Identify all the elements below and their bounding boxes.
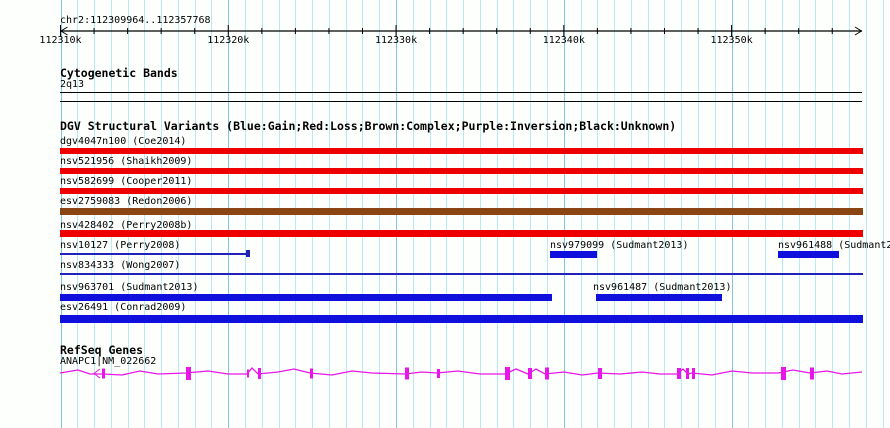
cytoband-section-title: Cytogenetic Bands bbox=[60, 66, 178, 80]
exon-box[interactable] bbox=[545, 367, 549, 380]
variant-label: nsv961488 (Sudmant2013) bbox=[778, 240, 890, 251]
exon-box[interactable] bbox=[186, 367, 191, 380]
gene-label: ANAPC1|NM_022662 bbox=[60, 356, 157, 367]
variant-label: nsv582699 (Cooper2011) bbox=[60, 176, 193, 187]
variant-label: nsv963701 (Sudmant2013) bbox=[60, 282, 199, 293]
variant-bar[interactable] bbox=[60, 230, 863, 237]
exon-box[interactable] bbox=[677, 368, 681, 379]
cytoband-label: 2q13 bbox=[60, 79, 85, 90]
gridline bbox=[865, 0, 867, 428]
variant-bar[interactable] bbox=[246, 250, 250, 257]
gene-glyph[interactable] bbox=[59, 367, 863, 380]
variant-bar[interactable] bbox=[60, 168, 863, 174]
variant-label: nsv979099 (Sudmant2013) bbox=[550, 240, 689, 251]
axis-tick-label: 112340k bbox=[542, 35, 585, 46]
exon-box[interactable] bbox=[810, 367, 814, 380]
variant-label: nsv428402 (Perry2008b) bbox=[60, 220, 193, 231]
exon-box[interactable] bbox=[781, 367, 786, 380]
refseq-section-title: RefSeq Genes bbox=[60, 343, 144, 357]
axis-tick-label: 112320k bbox=[207, 35, 250, 46]
exon-box[interactable] bbox=[102, 368, 105, 379]
variant-label: nsv521956 (Shaikh2009) bbox=[60, 156, 193, 167]
exon-box[interactable] bbox=[692, 368, 695, 379]
variant-bar[interactable] bbox=[550, 251, 597, 258]
exon-box[interactable] bbox=[437, 369, 440, 378]
exon-box[interactable] bbox=[310, 368, 313, 379]
variant-bar[interactable] bbox=[60, 315, 863, 323]
variant-bar[interactable] bbox=[60, 188, 863, 194]
exon-box[interactable] bbox=[258, 368, 261, 379]
variant-bar[interactable] bbox=[60, 148, 863, 154]
exon-box[interactable] bbox=[247, 369, 249, 378]
variant-label: dgv4047n100 (Coe2014) bbox=[60, 136, 187, 147]
variant-bar[interactable] bbox=[60, 253, 247, 255]
variant-bar[interactable] bbox=[60, 294, 552, 301]
variant-label: nsv834333 (Wong2007) bbox=[60, 260, 181, 271]
variant-bar[interactable] bbox=[60, 273, 863, 275]
axis-tick-label: 112350k bbox=[710, 35, 753, 46]
variant-label: esv2759083 (Redon2006) bbox=[60, 196, 193, 207]
exon-box[interactable] bbox=[686, 368, 689, 379]
variant-bar[interactable] bbox=[778, 251, 839, 258]
region-label: chr2:112309964..112357768 bbox=[60, 15, 211, 26]
exon-box[interactable] bbox=[528, 368, 532, 379]
variant-label: nsv961487 (Sudmant2013) bbox=[593, 282, 732, 293]
dgv-section-title: DGV Structural Variants (Blue:Gain;Red:L… bbox=[60, 119, 677, 133]
variant-bar[interactable] bbox=[60, 208, 863, 215]
exon-box[interactable] bbox=[505, 367, 510, 380]
gridline bbox=[882, 0, 884, 428]
axis-tick-label: 112330k bbox=[374, 35, 418, 46]
exon-box[interactable] bbox=[405, 367, 409, 380]
variant-label: esv26491 (Conrad2009) bbox=[60, 302, 187, 313]
variant-bar[interactable] bbox=[596, 294, 722, 301]
exon-box[interactable] bbox=[598, 368, 602, 379]
axis-tick-label: 112310k bbox=[39, 35, 82, 46]
cytoband-rect[interactable] bbox=[60, 92, 862, 102]
variant-label: nsv10127 (Perry2008) bbox=[60, 240, 181, 251]
